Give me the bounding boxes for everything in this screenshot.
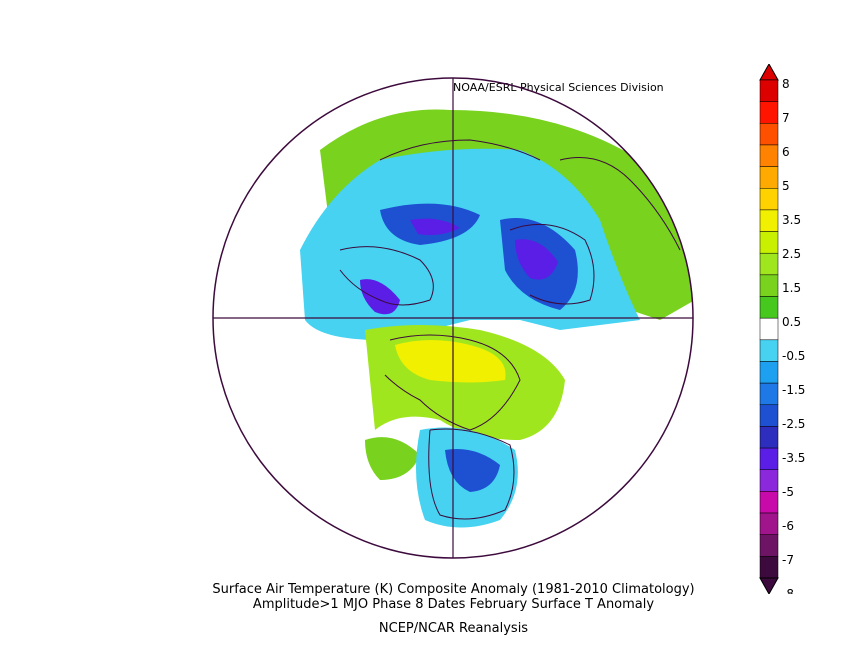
- yellow-anomaly-canada: [395, 340, 506, 383]
- colorbar-swatch: [759, 144, 779, 167]
- colorbar-tick-label: -8: [782, 587, 794, 594]
- colorbar-tick-label: -1.5: [782, 383, 805, 397]
- colorbar: 8 7 6 5 3.5 2.5 1.5 0.5 -0.5 -1.5 -2.5 -3.5 -5 -6 -7 -8: [759, 64, 805, 594]
- caption-line1: Surface Air Temperature (K) Composite An…: [212, 582, 695, 597]
- colorbar-tick-label: 8: [782, 77, 790, 91]
- colorbar-swatch: [759, 426, 779, 449]
- colorbar-swatch: [759, 296, 779, 319]
- colorbar-tick-label: 2.5: [782, 247, 801, 261]
- colorbar-swatch: [759, 556, 779, 579]
- colorbar-swatch: [759, 382, 779, 406]
- colorbar-tick-label: -6: [782, 519, 794, 533]
- blue-anomaly-usa: [445, 449, 500, 492]
- colorbar-tick-label: -5: [782, 485, 794, 499]
- colorbar-tick-label: 5: [782, 179, 790, 193]
- colorbar-swatch: [759, 447, 779, 470]
- colorbar-swatch: [759, 166, 779, 189]
- colorbar-swatch: [759, 188, 779, 211]
- colorbar-swatch: [759, 123, 779, 146]
- colorbar-tick-label: 1.5: [782, 281, 801, 295]
- colorbar-tick-label: 7: [782, 111, 790, 125]
- colorbar-swatch: [759, 361, 779, 384]
- colorbar-tick-label: 0.5: [782, 315, 801, 329]
- colorbar-bottom-arrow: [759, 577, 779, 594]
- caption-line3: NCEP/NCAR Reanalysis: [378, 621, 529, 636]
- colorbar-tick-label: 6: [782, 145, 790, 159]
- colorbar-tick-label: -3.5: [782, 451, 805, 465]
- purple-anomaly-europe: [515, 239, 558, 280]
- green-anomaly-mexico: [365, 437, 420, 480]
- colorbar-swatch: [759, 101, 779, 124]
- colorbar-swatch: [759, 231, 779, 254]
- coastlines: [339, 139, 681, 520]
- colorbar-top-arrow: [759, 64, 779, 81]
- colorbar-swatch: [759, 79, 779, 102]
- colorbar-swatch: [759, 274, 779, 297]
- colorbar-swatch: [759, 252, 779, 276]
- colorbar-tick-label: -2.5: [782, 417, 805, 431]
- caption-line2: Amplitude>1 MJO Phase 8 Dates February S…: [252, 597, 655, 612]
- colorbar-swatch: [759, 469, 779, 492]
- colorbar-tick-label: 3.5: [782, 213, 801, 227]
- colorbar-tick-label: -7: [782, 553, 794, 567]
- green-anomaly-canada: [365, 325, 565, 440]
- colorbar-swatch: [759, 339, 779, 362]
- colorbar-swatch: [759, 317, 779, 341]
- colorbar-swatch: [759, 512, 779, 535]
- purple-anomaly-siberia: [410, 218, 460, 236]
- colorbar-swatch: [759, 491, 779, 514]
- colorbar-tick-label: -0.5: [782, 349, 805, 363]
- colorbar-swatch: [759, 209, 779, 232]
- colorbar-swatch: [759, 404, 779, 427]
- colorbar-swatch: [759, 534, 779, 557]
- purple-anomaly-alaska: [360, 279, 400, 315]
